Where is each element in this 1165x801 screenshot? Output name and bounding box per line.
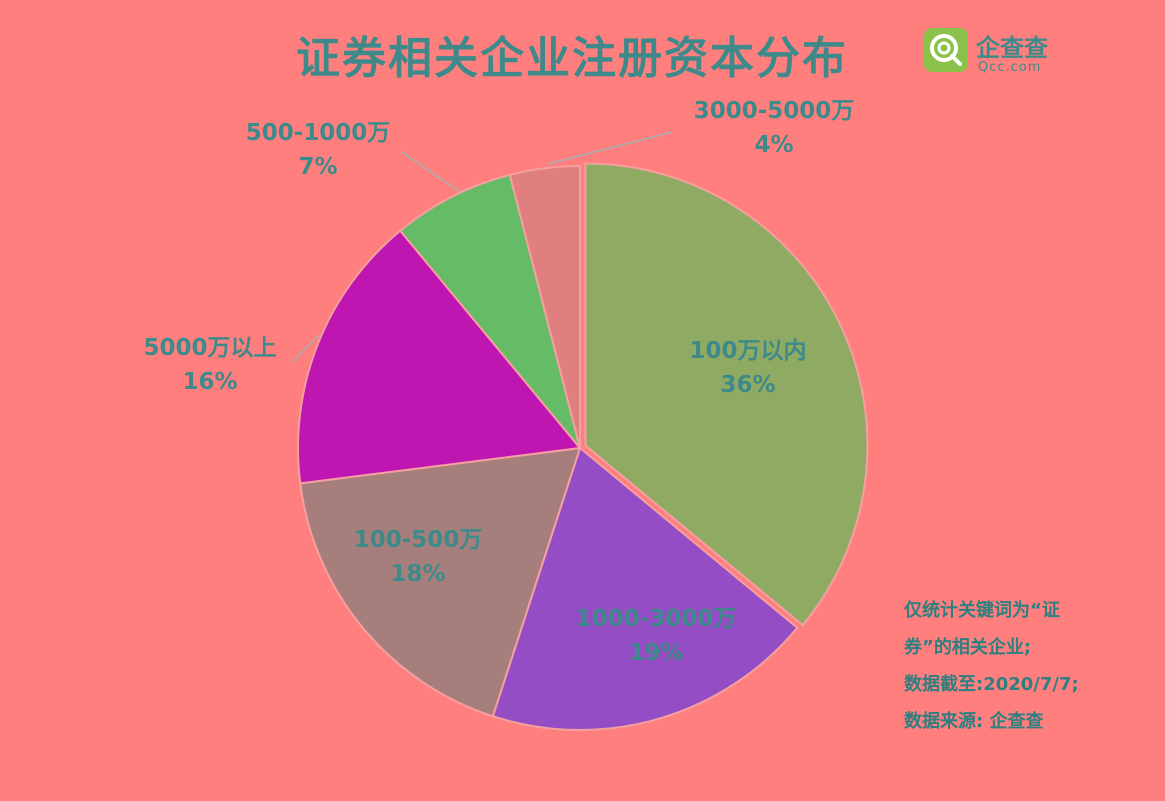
- slice-name: 3000-5000万: [693, 98, 855, 124]
- slice-name: 5000万以上: [143, 335, 277, 361]
- slice-label: 100万以内 36%: [689, 334, 806, 402]
- leader-line: [547, 131, 673, 165]
- leader-line: [401, 151, 461, 193]
- slice-percent: 4%: [754, 132, 794, 158]
- qcc-logo-icon: [924, 28, 968, 72]
- note-line: 券”的相关企业;: [904, 637, 1032, 658]
- note-line: 仅统计关键词为“证: [904, 600, 1060, 621]
- chart-title: 证券相关企业注册资本分布: [296, 33, 848, 84]
- slice-name: 100-500万: [353, 527, 483, 553]
- pie-slice: [297, 229, 582, 485]
- slice-percent: 16%: [182, 369, 238, 395]
- slice-percent: 18%: [390, 561, 446, 587]
- pie-slices: [297, 162, 869, 731]
- pie-slice: [398, 173, 581, 449]
- leader-lines: [291, 131, 673, 363]
- logo-text-en: Qcc.com: [978, 60, 1042, 75]
- slice-percent: 36%: [720, 372, 776, 398]
- slice-percent: 19%: [628, 640, 684, 666]
- slice-name: 100万以内: [689, 338, 807, 364]
- pie-slice: [491, 446, 799, 731]
- slice-label: 500-1000万 7%: [246, 116, 391, 184]
- slice-percent: 7%: [298, 154, 338, 180]
- pie-slice: [299, 446, 582, 718]
- footnote: 仅统计关键词为“证 券”的相关企业; 数据截至:2020/7/7; 数据来源: …: [904, 592, 1079, 740]
- leader-line: [291, 335, 322, 363]
- pie-slice: [584, 162, 869, 627]
- pie-slice: [508, 164, 581, 449]
- slice-label: 3000-5000万 4%: [694, 94, 855, 162]
- slice-label: 100-500万 18%: [354, 523, 483, 591]
- note-line: 数据截至:2020/7/7;: [904, 674, 1079, 695]
- slice-label: 1000-3000万 19%: [576, 602, 737, 670]
- slice-name: 1000-3000万: [575, 606, 737, 632]
- logo-text-cn: 企查查: [976, 34, 1048, 62]
- slice-label: 5000万以上 16%: [143, 331, 276, 399]
- note-line: 数据来源: 企查查: [904, 711, 1044, 732]
- slice-name: 500-1000万: [245, 120, 391, 146]
